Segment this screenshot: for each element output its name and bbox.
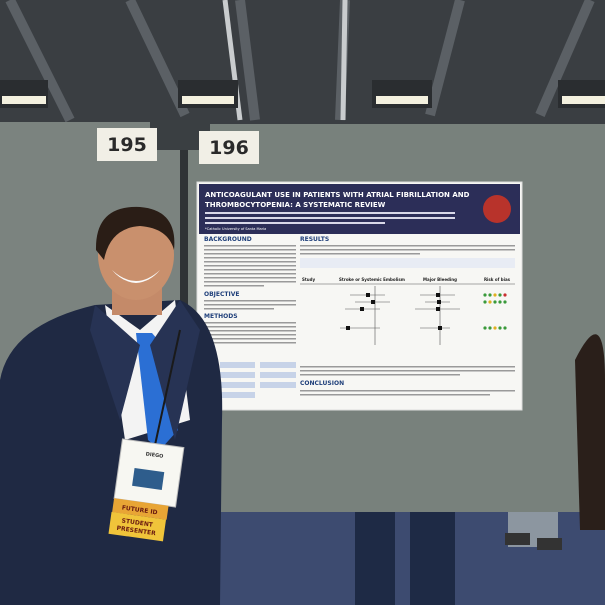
text-lines	[300, 390, 515, 396]
table-header: Major Bleeding	[423, 277, 457, 282]
forest-markers	[346, 293, 442, 330]
text-lines	[300, 366, 515, 376]
name-badge: DIEGO FUTURE ID STUDENT PRESENTER	[108, 438, 185, 542]
board-number: 196	[209, 137, 249, 159]
ceiling	[0, 0, 605, 125]
pipe	[340, 0, 348, 121]
section-heading: METHODS	[204, 313, 238, 320]
section-heading: OBJECTIVE	[204, 291, 239, 298]
person	[0, 206, 223, 605]
author-lines	[205, 212, 455, 224]
section-heading: RESULTS	[300, 236, 329, 243]
board-number: 195	[107, 134, 147, 156]
university-crest	[483, 195, 511, 223]
ribbon-text: STUDENT	[121, 517, 154, 528]
affiliation: *Catholic University of Santa Maria	[205, 227, 266, 231]
section-heading: CONCLUSION	[300, 380, 344, 387]
table-header: Stroke or Systemic Embolism	[339, 277, 405, 282]
number-card	[199, 131, 259, 164]
ribbon-text: FUTURE ID	[121, 504, 158, 516]
figure-caption	[300, 258, 515, 268]
ceiling-lights	[0, 80, 605, 108]
poster-title: ANTICOAGULANT USE IN PATIENTS WITH ATRIA…	[205, 191, 470, 199]
number-card	[97, 128, 157, 161]
poster-title: THROMBOCYTOPENIA: A SYSTEMATIC REVIEW	[205, 201, 386, 209]
risk-of-bias-dots	[483, 293, 507, 330]
passerby	[355, 334, 605, 605]
text-lines	[204, 245, 296, 287]
prisma-boxes	[220, 362, 296, 398]
section-heading: BACKGROUND	[204, 236, 252, 243]
table-header: Study	[302, 277, 316, 282]
badge-name: DIEGO	[145, 451, 163, 459]
text-lines	[204, 300, 296, 310]
table-header: Risk of bias	[484, 277, 511, 282]
text-lines	[204, 322, 296, 344]
text-lines	[300, 245, 515, 255]
poster-header	[199, 184, 520, 234]
